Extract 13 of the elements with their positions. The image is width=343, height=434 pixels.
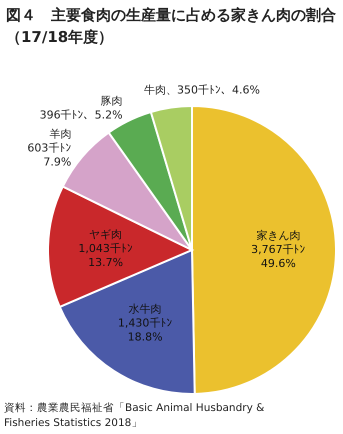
slice-label: 羊肉 bbox=[49, 127, 72, 140]
slice-label: 家きん肉 bbox=[256, 229, 300, 242]
data-label: 1,430千ﾄﾝ 18.8% bbox=[118, 316, 172, 344]
slice-label: 水牛肉 bbox=[128, 302, 162, 316]
slice-label: 豚肉 bbox=[100, 94, 123, 108]
data-label: 3,767千ﾄﾝ 49.6% bbox=[251, 243, 306, 270]
data-label: 1,043千ﾄﾝ 13.7% bbox=[78, 242, 133, 269]
data-label: 396千ﾄﾝ、5.2% bbox=[40, 108, 123, 122]
text: 資料：農業農民福祉省「Basic Animal Husbandry & Fisheries Statistics 2018」 bbox=[4, 401, 266, 431]
slice-label: 牛肉、350千ﾄﾝ、4.6% bbox=[144, 83, 260, 96]
slice-label: ヤギ肉 bbox=[89, 228, 122, 241]
data-label: 603千ﾄﾝ 7.9% bbox=[27, 141, 72, 168]
chart-title: 図４ 主要食肉の生産量に占める家きん肉の割合（17/18年度） bbox=[6, 5, 336, 48]
